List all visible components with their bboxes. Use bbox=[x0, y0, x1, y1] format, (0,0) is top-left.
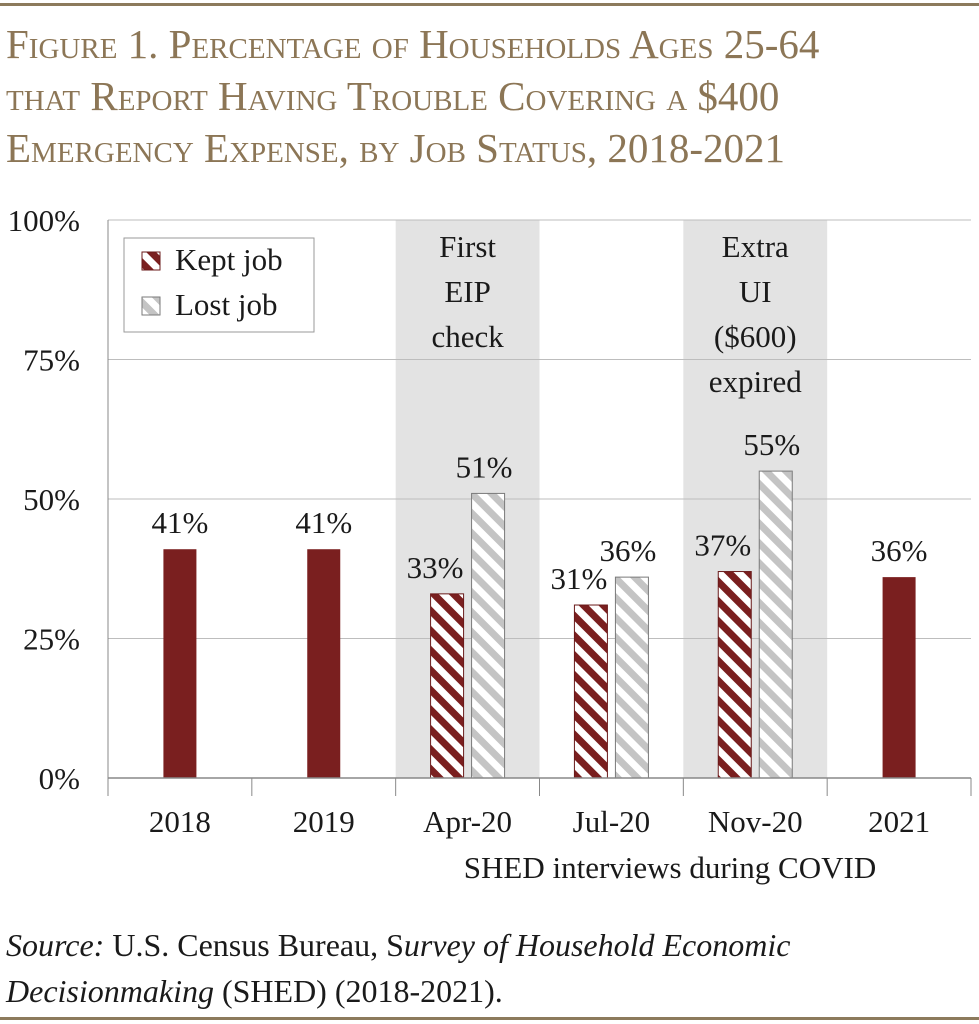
y-tick-label-0: 0% bbox=[39, 761, 80, 796]
title-line-2: that Report Having Trouble Covering a $4… bbox=[6, 73, 780, 119]
annotation-text-1-3: expired bbox=[709, 364, 802, 399]
annotation-text-0-2: check bbox=[431, 319, 504, 354]
legend-swatch-lost bbox=[141, 296, 161, 316]
annotation-text-1-2: ($600) bbox=[714, 319, 797, 354]
x-tick-label-Apr-20: Apr-20 bbox=[423, 804, 512, 839]
y-tick-label-25: 25% bbox=[23, 622, 80, 657]
value-label-lost-Nov-20: 55% bbox=[743, 427, 800, 462]
value-label-lost-Jul-20: 36% bbox=[600, 533, 657, 568]
legend-box bbox=[123, 237, 315, 333]
top-rule bbox=[0, 3, 979, 6]
bar-lost-Apr-20 bbox=[471, 492, 506, 779]
value-label-lost-Apr-20: 51% bbox=[456, 449, 513, 484]
x-axis-title: SHED interviews during COVID bbox=[464, 850, 876, 885]
value-label-kept-Jul-20: 31% bbox=[551, 561, 608, 596]
source-agency: U.S. Census Bureau, S bbox=[104, 927, 404, 963]
x-tick-label-2018: 2018 bbox=[149, 804, 211, 839]
bar-kept-2019 bbox=[307, 549, 341, 778]
figure-title: Figure 1. Percentage of Households Ages … bbox=[6, 18, 971, 174]
source-note: Source: U.S. Census Bureau, Survey of Ho… bbox=[6, 922, 971, 1014]
y-tick-label-75: 75% bbox=[23, 343, 80, 378]
bar-kept-2018 bbox=[163, 549, 197, 778]
annotation-text-0-0: First bbox=[439, 229, 496, 264]
value-label-kept-2018: 41% bbox=[152, 505, 209, 540]
x-tick-label-Jul-20: Jul-20 bbox=[573, 804, 651, 839]
y-tick-label-50: 50% bbox=[23, 482, 80, 517]
bar-lost-Nov-20 bbox=[758, 470, 793, 779]
x-tick-label-2021: 2021 bbox=[868, 804, 930, 839]
source-rest: (SHED) (2018-2021). bbox=[213, 973, 503, 1009]
legend-label-lost: Lost job bbox=[175, 287, 277, 322]
source-label: Source: bbox=[6, 927, 105, 963]
value-label-kept-2019: 41% bbox=[295, 505, 352, 540]
x-tick-label-2019: 2019 bbox=[293, 804, 355, 839]
legend-swatch-kept bbox=[141, 251, 161, 271]
legend-label-kept: Kept job bbox=[175, 242, 283, 277]
x-tick-label-Nov-20: Nov-20 bbox=[708, 804, 803, 839]
title-line-1: Figure 1. Percentage of Households Ages … bbox=[6, 21, 820, 67]
value-label-kept-Apr-20: 33% bbox=[407, 550, 464, 585]
bar-kept-Jul-20 bbox=[573, 604, 608, 779]
legend: Kept job Lost job bbox=[123, 237, 315, 333]
bar-lost-Jul-20 bbox=[614, 576, 649, 779]
annotation-text-1-0: Extra bbox=[722, 229, 789, 264]
bar-kept-2021 bbox=[882, 577, 916, 778]
value-label-kept-Nov-20: 37% bbox=[694, 528, 751, 563]
bar-kept-Nov-20 bbox=[717, 571, 752, 779]
bar-kept-Apr-20 bbox=[430, 593, 465, 779]
title-line-3: Emergency Expense, by Job Status, 2018-2… bbox=[6, 125, 786, 171]
annotation-text-1-1: UI bbox=[739, 274, 772, 309]
bar-chart: First EIP check Extra UI ($600) expired 41% 41% 3… bbox=[8, 203, 972, 885]
source-survey-name: urvey of Household Economic Decisionmaki… bbox=[6, 927, 791, 1009]
value-label-kept-2021: 36% bbox=[871, 533, 928, 568]
annotation-text-0-1: EIP bbox=[444, 274, 491, 309]
y-tick-label-100: 100% bbox=[8, 203, 80, 238]
bottom-rule bbox=[0, 1017, 979, 1020]
